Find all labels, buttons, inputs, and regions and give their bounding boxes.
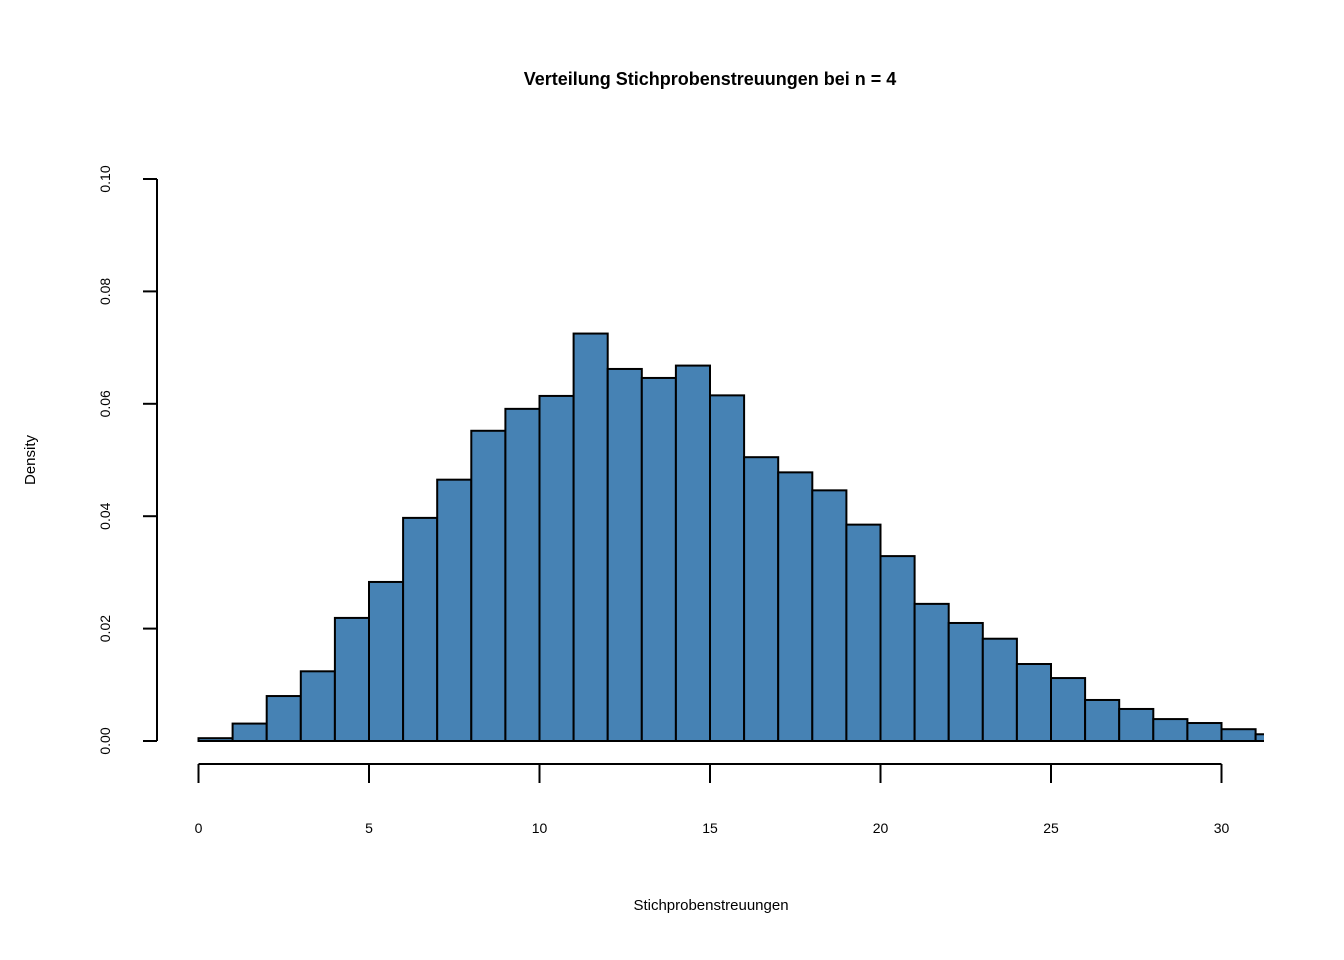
x-axis-title: Stichprobenstreuungen bbox=[633, 897, 788, 914]
histogram-bar-3 bbox=[299, 670, 336, 743]
histogram-bar-25 bbox=[1050, 677, 1087, 743]
y-axis-title: Density bbox=[22, 434, 39, 485]
histogram-bar-18 bbox=[811, 489, 848, 742]
histogram-bar-13 bbox=[640, 376, 677, 742]
histogram-bar-10 bbox=[538, 394, 575, 742]
histogram-bar-9 bbox=[504, 407, 541, 742]
histogram-bar-22 bbox=[947, 621, 984, 742]
histogram-bar-2 bbox=[265, 695, 302, 742]
histogram-bar-8 bbox=[470, 429, 507, 742]
bars-group bbox=[197, 332, 1264, 743]
y-tick-label-0: 0.00 bbox=[97, 727, 113, 754]
histogram-bar-23 bbox=[981, 637, 1018, 742]
histogram-bar-16 bbox=[743, 456, 780, 742]
y-tick-label-5: 0.10 bbox=[97, 165, 113, 192]
x-tick-label-0: 0 bbox=[195, 820, 203, 836]
histogram-bar-28 bbox=[1152, 718, 1189, 742]
x-tick-label-2: 10 bbox=[532, 820, 548, 836]
x-tick-label-6: 30 bbox=[1214, 820, 1230, 836]
histogram-bar-19 bbox=[845, 523, 882, 742]
histogram-bar-11 bbox=[572, 332, 609, 742]
histogram-bar-15 bbox=[709, 394, 746, 742]
y-tick-label-3: 0.06 bbox=[97, 390, 113, 417]
histogram-bar-1 bbox=[231, 722, 268, 743]
y-axis: 0.00 0.02 0.04 0.06 0.08 0.10 bbox=[97, 165, 158, 755]
histogram-bar-7 bbox=[436, 478, 473, 742]
y-tick-label-1: 0.02 bbox=[97, 615, 113, 642]
x-tick-label-3: 15 bbox=[702, 820, 718, 836]
chart-title: Verteilung Stichprobenstreuungen bei n =… bbox=[524, 69, 897, 89]
x-tick-label-5: 25 bbox=[1043, 820, 1059, 836]
histogram-bar-12 bbox=[606, 367, 643, 742]
histogram-bar-31 bbox=[1254, 733, 1264, 742]
y-tick-label-4: 0.08 bbox=[97, 278, 113, 305]
histogram-bar-14 bbox=[674, 364, 712, 742]
histogram-bar-21 bbox=[913, 602, 950, 743]
histogram-bar-17 bbox=[777, 471, 814, 742]
histogram-bar-5 bbox=[368, 580, 405, 742]
y-tick-label-2: 0.04 bbox=[97, 502, 113, 529]
x-tick-label-1: 5 bbox=[365, 820, 373, 836]
histogram-bar-24 bbox=[1015, 663, 1053, 742]
x-axis: 0 5 10 15 20 25 30 bbox=[195, 763, 1230, 836]
histogram-bar-27 bbox=[1118, 707, 1155, 743]
histogram-bar-20 bbox=[879, 555, 916, 742]
histogram-bar-29 bbox=[1186, 722, 1223, 742]
x-tick-label-4: 20 bbox=[873, 820, 889, 836]
histogram-bar-6 bbox=[402, 516, 439, 742]
histogram-bar-26 bbox=[1084, 698, 1121, 742]
histogram-bar-30 bbox=[1220, 728, 1257, 742]
histogram-bar-0 bbox=[197, 737, 234, 743]
histogram-bar-4 bbox=[333, 616, 370, 742]
